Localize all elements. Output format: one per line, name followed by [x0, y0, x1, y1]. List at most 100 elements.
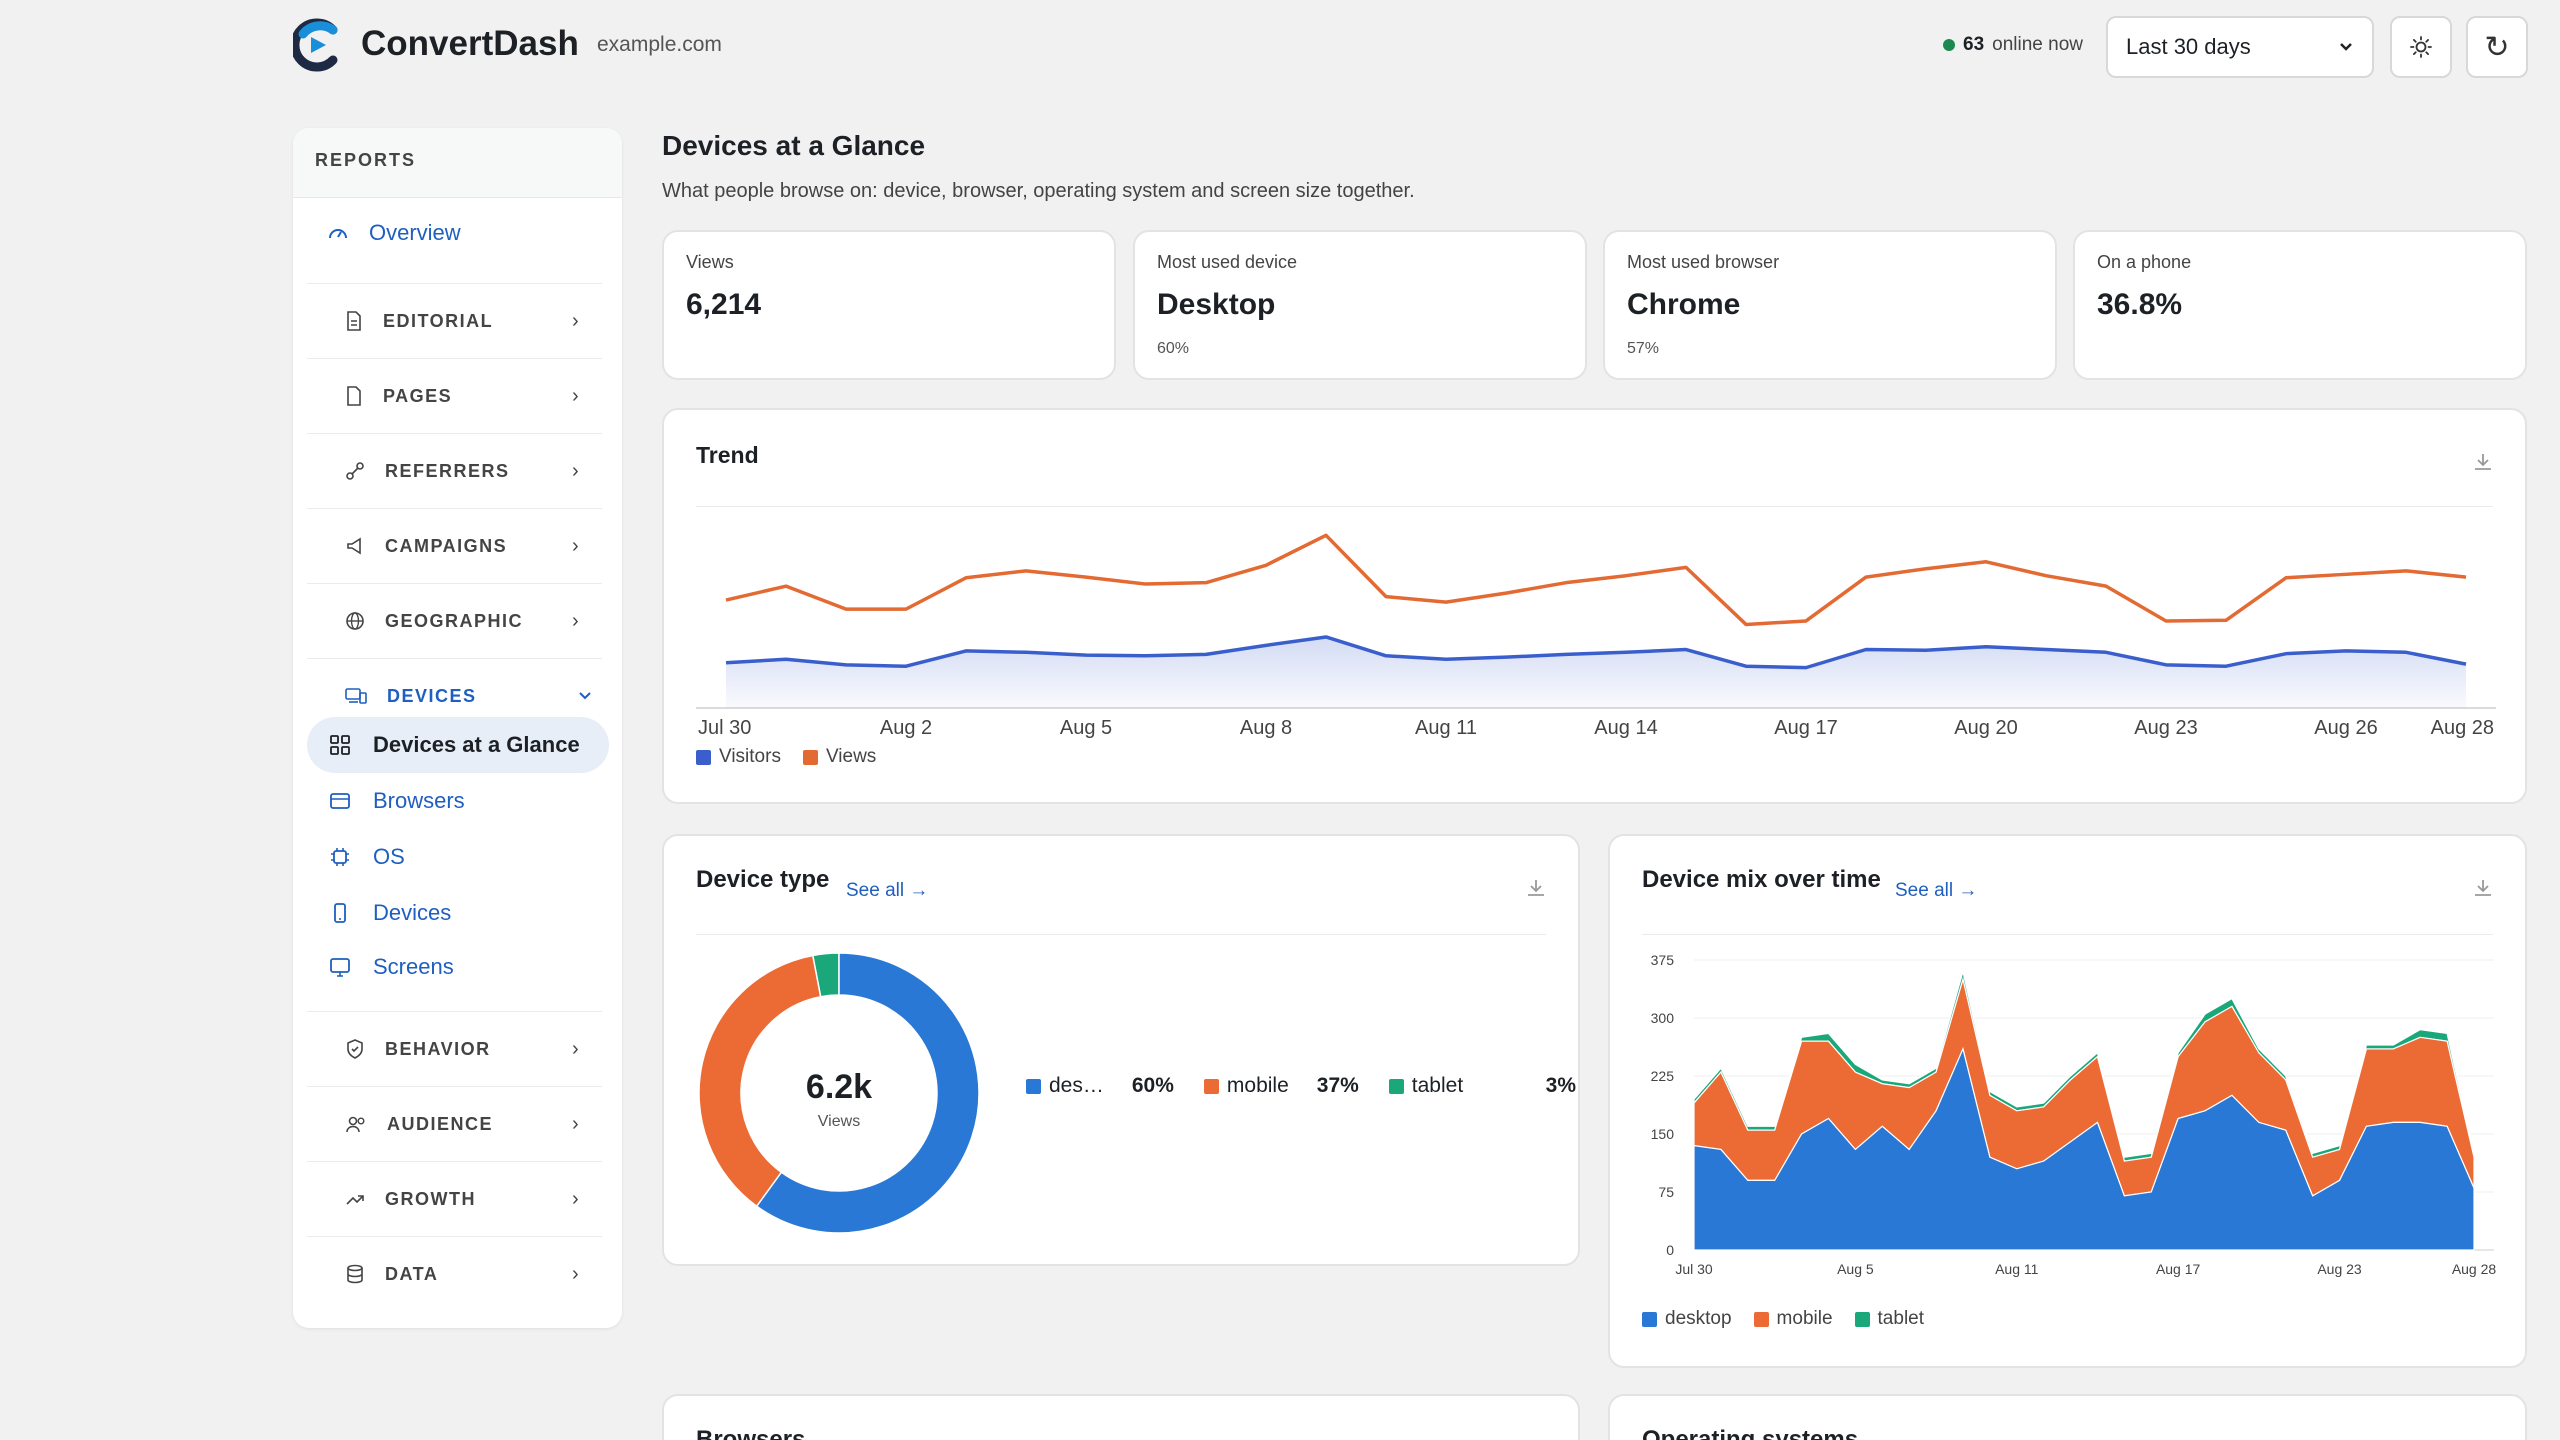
online-indicator: 63 online now [1943, 34, 2083, 56]
sidebar-item-os[interactable]: OS [307, 829, 609, 885]
legend-label: mobile [1776, 1308, 1833, 1329]
legend-swatch [1854, 1311, 1870, 1327]
online-count: 63 [1963, 34, 1985, 55]
legend-item-mobile[interactable]: mobile [1753, 1308, 1833, 1330]
device-type-donut: 6.2k Views [698, 952, 980, 1234]
document-icon [347, 311, 361, 331]
download-icon[interactable] [2471, 450, 2495, 474]
legend-value: 37% [1316, 1074, 1359, 1097]
download-icon[interactable] [2471, 876, 2495, 900]
sidebar-item-devices[interactable]: Devices [307, 885, 609, 941]
chevron-right-icon: › [572, 1187, 579, 1210]
download-icon[interactable] [1524, 876, 1548, 900]
monitor-icon [330, 958, 350, 977]
x-tick-label: Jul 30 [698, 717, 751, 739]
x-tick-label: Aug 23 [2317, 1261, 2362, 1277]
sidebar-section-growth[interactable]: GROWTH › [307, 1161, 602, 1236]
x-tick-label: Aug 17 [2156, 1261, 2201, 1277]
sidebar-heading: REPORTS [293, 128, 622, 198]
browsers-card: Browsers [662, 1394, 1580, 1440]
date-range-value: Last 30 days [2126, 34, 2251, 59]
legend-label: desktop [1665, 1308, 1732, 1329]
chevron-right-icon: › [572, 1262, 579, 1285]
legend-item-desktop[interactable]: desktop [1642, 1308, 1732, 1330]
browsers-title: Browsers [696, 1426, 806, 1440]
sidebar-section-behavior[interactable]: BEHAVIOR › [307, 1011, 602, 1086]
chevron-down-icon [2340, 43, 2352, 51]
megaphone-icon [347, 537, 361, 555]
devices-icon [345, 688, 367, 704]
sidebar-section-geographic[interactable]: GEOGRAPHIC › [307, 583, 602, 658]
views-line [725, 533, 2467, 627]
stat-label: Most used browser [1627, 252, 1780, 272]
legend-label: Visitors [719, 746, 781, 767]
chip-icon [331, 848, 349, 866]
trend-legend: Visitors Views [696, 746, 876, 768]
legend-item-tablet[interactable]: tablet [1854, 1308, 1924, 1330]
sidebar-item-label: Devices at a Glance [373, 732, 580, 757]
stat-value: 6,214 [686, 288, 762, 321]
legend-label: mobile [1226, 1074, 1289, 1097]
trend-icon [346, 1195, 364, 1205]
sidebar-section-devices[interactable]: DEVICES [307, 658, 602, 733]
chevron-right-icon: › [572, 1112, 579, 1135]
sidebar-section-label: GEOGRAPHIC [385, 610, 524, 631]
donut-center-value: 6.2k [806, 1068, 872, 1106]
sidebar-section-label: BEHAVIOR [385, 1038, 491, 1059]
date-range-select[interactable]: Last 30 days [2106, 16, 2374, 78]
sidebar-section-data[interactable]: DATA › [307, 1236, 602, 1311]
os-card: Operating systems [1608, 1394, 2527, 1440]
sidebar-section-label: PAGES [383, 385, 453, 406]
refresh-button[interactable]: ↻ [2466, 16, 2528, 78]
x-tick-label: Aug 2 [880, 717, 932, 739]
globe-icon [346, 612, 364, 630]
x-tick-label: Aug 11 [1995, 1261, 2039, 1277]
brand-logo-icon [293, 18, 338, 72]
sidebar-item-devices-at-a-glance[interactable]: Devices at a Glance [307, 717, 609, 773]
sidebar-section-referrers[interactable]: REFERRERS › [307, 433, 602, 508]
sidebar-item-browsers[interactable]: Browsers [307, 773, 609, 829]
donut-slice-mobile [698, 954, 822, 1208]
chevron-right-icon: › [572, 384, 579, 407]
x-tick-label: Aug 5 [1060, 717, 1112, 739]
online-dot-icon [1943, 39, 1955, 51]
area-desktop [1693, 1047, 2475, 1251]
see-all-link[interactable]: See all → [1895, 880, 1978, 901]
y-tick-label: 225 [1651, 1068, 1675, 1084]
sidebar-section-audience[interactable]: AUDIENCE › [307, 1086, 602, 1161]
users-icon [346, 1116, 365, 1133]
x-tick-label: Jul 30 [1675, 1261, 1713, 1277]
sidebar-section-campaigns[interactable]: CAMPAIGNS › [307, 508, 602, 583]
legend-label: des… [1049, 1074, 1104, 1097]
trend-chart: Jul 30 Aug 2 Aug 5 Aug 8 Aug 11 Aug 14 Aug 17 A… [696, 533, 2496, 739]
stat-card-phone: On a phone 36.8% [2073, 230, 2527, 380]
page-subtitle: What people browse on: device, browser, … [662, 180, 1415, 202]
sidebar-section-label: REFERRERS [385, 460, 510, 481]
sidebar-section-editorial[interactable]: EDITORIAL › [307, 283, 602, 358]
legend-label: tablet [1411, 1074, 1464, 1097]
legend-swatch [1388, 1078, 1404, 1094]
legend-swatch [1642, 1311, 1657, 1327]
legend-swatch [802, 749, 818, 765]
x-tick-label: Aug 28 [2431, 717, 2494, 739]
theme-toggle-button[interactable] [2390, 16, 2452, 78]
trend-title: Trend [696, 442, 759, 468]
divider [696, 934, 1546, 935]
sidebar-item-screens[interactable]: Screens [307, 939, 609, 995]
sidebar-item-label: OS [373, 844, 405, 869]
stat-value: 36.8% [2097, 288, 2183, 321]
legend-item-views[interactable]: Views [802, 746, 876, 768]
sidebar-section-pages[interactable]: PAGES › [307, 358, 602, 433]
stat-label: Views [686, 252, 734, 272]
stat-value: Chrome [1627, 288, 1741, 321]
sidebar-item-overview[interactable]: Overview [327, 220, 461, 246]
page-title: Devices at a Glance [662, 130, 926, 161]
sidebar-section-label: DEVICES [387, 685, 477, 706]
see-all-link[interactable]: See all → [846, 880, 929, 901]
legend-swatch [696, 749, 711, 765]
donut-slice-desktop [755, 952, 980, 1234]
sidebar-section-label: AUDIENCE [387, 1113, 494, 1134]
stat-sub: 60% [1157, 340, 1190, 357]
legend-item-visitors[interactable]: Visitors [696, 746, 781, 768]
